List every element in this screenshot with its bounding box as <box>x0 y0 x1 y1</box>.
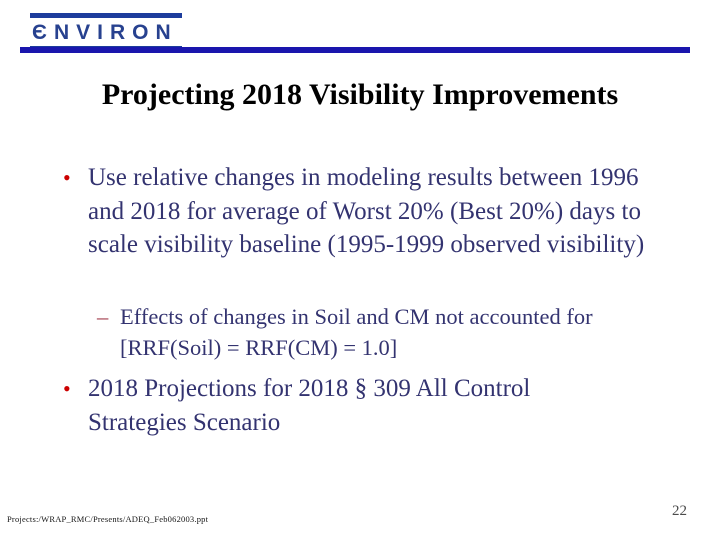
sub-bullet-text: Effects of changes in Soil and CM not ac… <box>120 304 593 360</box>
bullet-item: • Use relative changes in modeling resul… <box>63 161 663 262</box>
logo-wordmark: ЄNVIRON <box>30 20 182 48</box>
bullet-text: 2018 Projections for 2018 § 309 All Cont… <box>88 375 531 436</box>
bullet-dot-icon: • <box>63 165 71 190</box>
header-divider-line <box>20 47 690 53</box>
logo-top-bar <box>30 13 182 18</box>
slide-title: Projecting 2018 Visibility Improvements <box>101 78 619 111</box>
footer-file-path: Projects:/WRAP_RMC/Presents/ADEQ_Feb0620… <box>7 514 209 524</box>
bullet-text: Use relative changes in modeling results… <box>88 164 645 258</box>
sub-bullet-item: – Effects of changes in Soil and CM not … <box>97 302 638 363</box>
bullet-dot-icon: • <box>63 376 71 401</box>
environ-logo: ЄNVIRON <box>30 13 182 48</box>
bullet-dash-icon: – <box>97 304 109 329</box>
bullet-item: • 2018 Projections for 2018 § 309 All Co… <box>63 372 618 439</box>
page-number: 22 <box>672 503 687 519</box>
